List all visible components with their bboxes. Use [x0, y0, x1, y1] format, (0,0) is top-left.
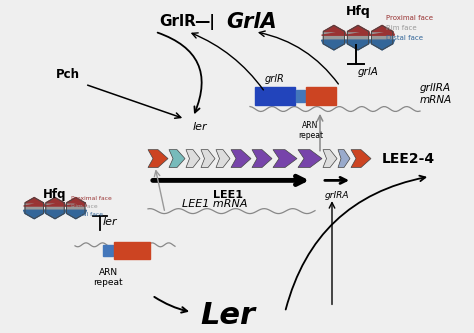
Polygon shape	[370, 40, 394, 50]
Text: grlA: grlA	[358, 67, 379, 77]
Polygon shape	[298, 150, 322, 167]
Polygon shape	[46, 197, 64, 219]
Text: grlR: grlR	[265, 74, 285, 84]
Bar	[114, 242, 150, 259]
Text: LEE1 mRNA: LEE1 mRNA	[182, 199, 248, 209]
Text: —|: —|	[194, 14, 216, 30]
Bar	[255, 87, 295, 105]
Polygon shape	[346, 40, 370, 50]
Polygon shape	[24, 210, 45, 219]
Text: grIRA: grIRA	[325, 191, 349, 200]
Text: LEE1: LEE1	[213, 190, 243, 200]
Text: repeat: repeat	[93, 277, 123, 286]
Polygon shape	[24, 197, 45, 206]
Polygon shape	[370, 25, 394, 35]
Text: Rim face: Rim face	[71, 204, 98, 209]
Text: Distal face: Distal face	[71, 211, 103, 216]
Text: Hfq: Hfq	[43, 188, 67, 201]
Text: Proximal face: Proximal face	[71, 196, 112, 201]
Polygon shape	[323, 150, 337, 167]
Polygon shape	[252, 150, 272, 167]
Polygon shape	[148, 150, 168, 167]
Polygon shape	[65, 210, 86, 219]
Text: ler: ler	[193, 122, 207, 132]
Bar	[296, 90, 305, 102]
Polygon shape	[45, 197, 66, 206]
Polygon shape	[346, 25, 370, 35]
Polygon shape	[169, 150, 185, 167]
Bar	[306, 87, 336, 105]
Polygon shape	[351, 150, 371, 167]
Polygon shape	[347, 25, 369, 50]
Polygon shape	[201, 150, 215, 167]
Polygon shape	[25, 197, 44, 219]
Polygon shape	[372, 25, 393, 50]
Text: Ler: Ler	[201, 301, 255, 330]
Polygon shape	[216, 150, 230, 167]
Polygon shape	[65, 197, 86, 206]
Polygon shape	[321, 40, 346, 50]
Polygon shape	[231, 150, 251, 167]
Polygon shape	[338, 150, 350, 167]
Polygon shape	[273, 150, 297, 167]
Text: Proximal face: Proximal face	[386, 15, 433, 21]
Text: LEE2-4: LEE2-4	[382, 152, 435, 166]
Polygon shape	[66, 197, 85, 219]
Text: ARN
repeat: ARN repeat	[298, 121, 323, 140]
Text: ARN: ARN	[99, 268, 118, 277]
Text: ler: ler	[103, 217, 118, 227]
Bar	[103, 245, 113, 256]
Polygon shape	[321, 25, 346, 35]
Text: Pch: Pch	[56, 68, 80, 81]
Polygon shape	[323, 25, 345, 50]
Text: Hfq: Hfq	[346, 5, 370, 18]
Text: Distal face: Distal face	[386, 35, 423, 41]
Text: GrlA: GrlA	[227, 12, 277, 32]
Text: grlIRA
mRNA: grlIRA mRNA	[420, 83, 452, 105]
Text: Rim face: Rim face	[386, 25, 417, 31]
Polygon shape	[45, 210, 66, 219]
Text: GrlR: GrlR	[160, 14, 196, 29]
Polygon shape	[186, 150, 200, 167]
